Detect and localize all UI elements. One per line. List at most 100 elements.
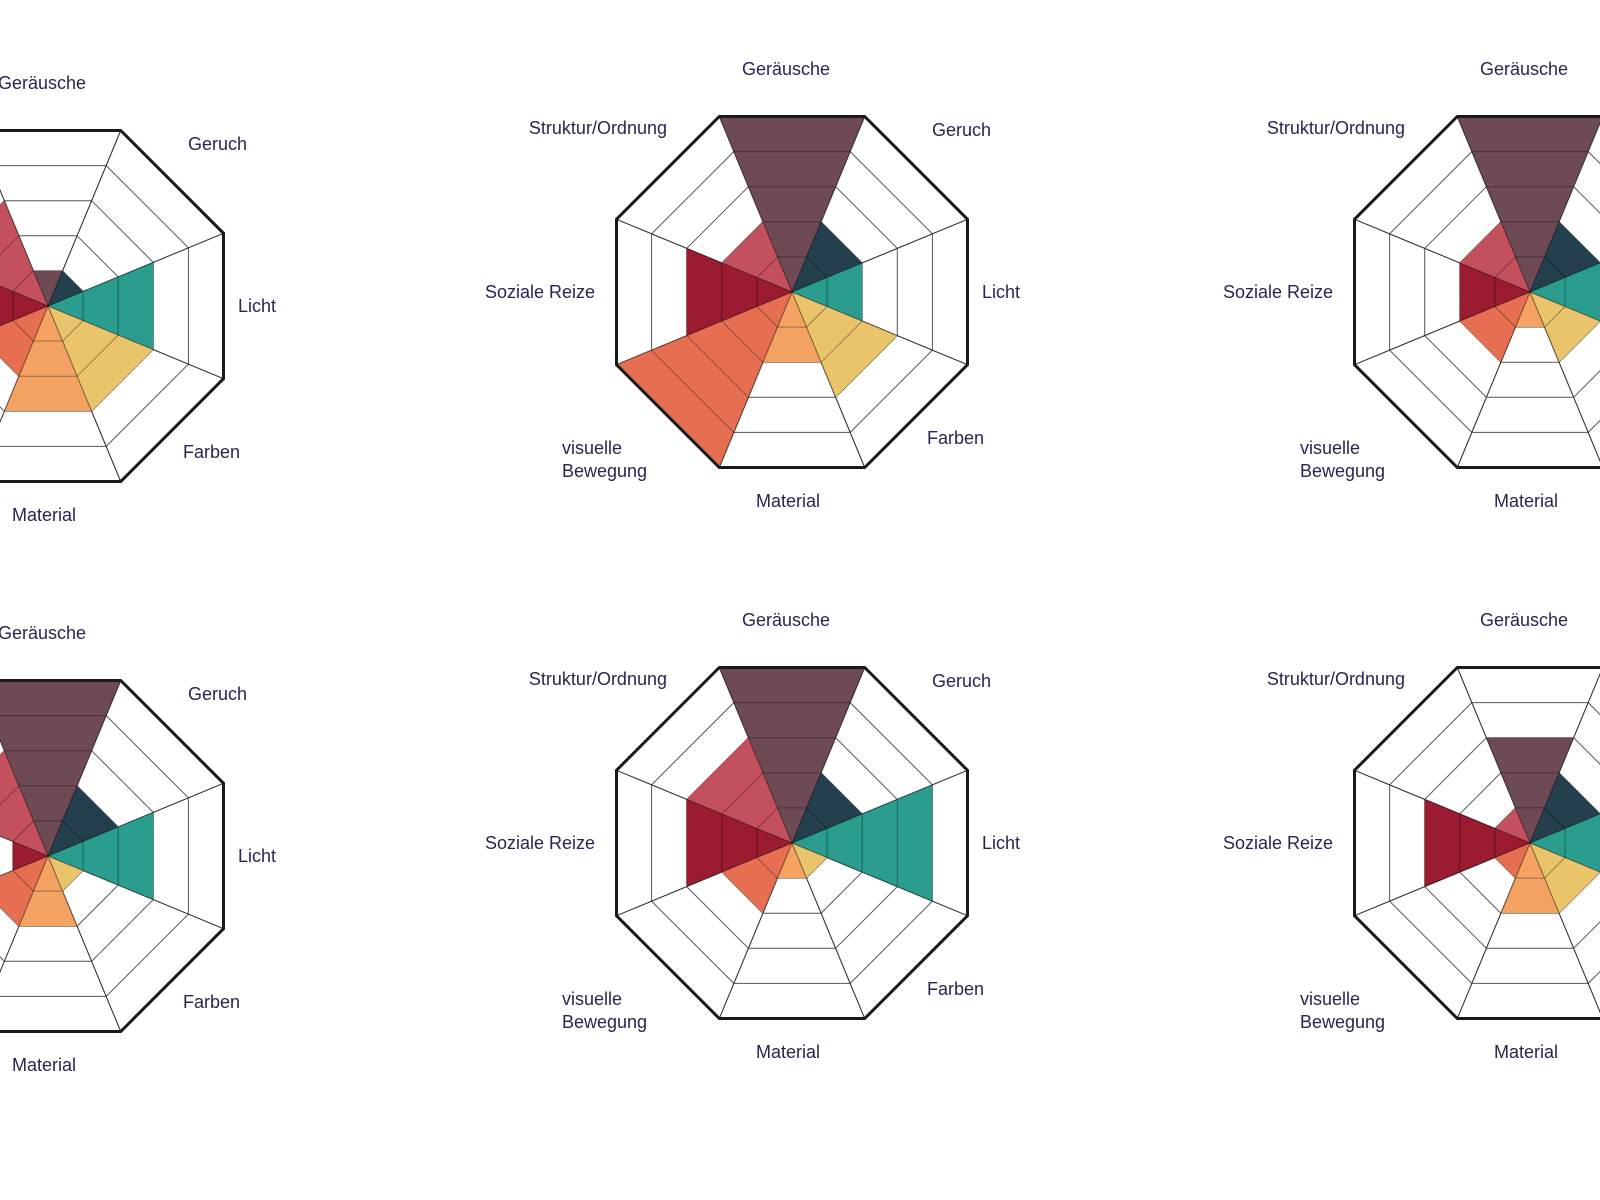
wedge-7	[1424, 799, 1530, 887]
wedge-8	[686, 737, 792, 843]
wedge-2	[792, 221, 863, 292]
spoke-overlay	[1354, 769, 1531, 844]
grid-spoke	[616, 842, 793, 917]
wedge-grid-line	[756, 256, 778, 278]
wedge-grid-line	[820, 320, 863, 363]
radar-chart-3: GeräuscheGeruchLichtFarbenMaterialvisuel…	[1223, 59, 1600, 511]
spoke-overlay	[1529, 672, 1600, 844]
axis-label-farben: Farben	[927, 428, 984, 448]
wedge-4	[48, 306, 154, 412]
spoke-overlay	[791, 218, 968, 293]
wedge-5	[1515, 292, 1545, 328]
spoke-overlay	[1354, 218, 1531, 293]
spoke-overlay	[1529, 121, 1600, 293]
axis-label-material: Material	[1494, 491, 1558, 511]
axis-label-geruch: Geruch	[932, 671, 991, 691]
axis-label-geraeusche: Geräusche	[1480, 610, 1568, 630]
spoke-overlay	[0, 835, 49, 857]
spoke-overlay	[791, 842, 968, 917]
spoke-overlay	[47, 855, 122, 1032]
spoke-overlay	[616, 842, 793, 917]
axis-label-geruch: Geruch	[188, 684, 247, 704]
wedge-4	[792, 843, 828, 879]
wedge-5	[1500, 843, 1560, 914]
axis-label-soziale-reize: Soziale Reize	[485, 282, 595, 302]
axis-label-struktur-ordnung: Struktur/Ordnung	[529, 669, 667, 689]
spoke-overlay	[1456, 291, 1531, 468]
wedge-grid-line	[12, 270, 34, 292]
axis-label-licht: Licht	[982, 833, 1020, 853]
wedge-grid-line	[806, 306, 828, 328]
axis-label-bewegung: Bewegung	[1300, 1012, 1385, 1032]
spoke-overlay	[0, 285, 49, 307]
wedge-1	[1457, 116, 1600, 292]
radar-chart-6: GeräuscheGeruchLichtFarbenMaterialvisuel…	[1223, 610, 1600, 1062]
wedge-grid-line	[721, 320, 764, 363]
axis-label-farben: Farben	[927, 979, 984, 999]
chart-outer-border	[0, 129, 225, 483]
wedge-grid-line	[651, 349, 735, 433]
spoke-overlay	[791, 116, 866, 293]
wedge-2	[1530, 772, 1600, 843]
wedge-grid-line	[1544, 807, 1566, 829]
axis-label-soziale-reize: Soziale Reize	[1223, 833, 1333, 853]
axis-label-visuelle: visuelle	[562, 438, 622, 458]
spoke-overlay	[1529, 262, 1600, 293]
wedge-grid-line	[756, 306, 778, 328]
spoke-overlay	[1529, 291, 1600, 463]
wedge-grid-line	[756, 807, 778, 829]
chart-outer-border	[0, 679, 225, 1033]
wedge-2	[48, 270, 84, 306]
spoke-overlay	[1529, 291, 1600, 322]
axis-label-bewegung: Bewegung	[1300, 461, 1385, 481]
wedge-grid-line	[12, 870, 34, 892]
axis-label-farben: Farben	[183, 442, 240, 462]
wedge-6	[0, 856, 48, 927]
spoke-overlay	[1354, 291, 1531, 366]
axis-label-geraeusche: Geräusche	[0, 73, 86, 93]
spoke-overlay	[791, 291, 968, 366]
radar-chart-5: Geräusche Geruch Licht Farben Material visuel…	[485, 610, 1020, 1062]
axis-label-bewegung: Bewegung	[562, 461, 647, 481]
grid-spoke	[0, 305, 49, 424]
wedge-8	[0, 750, 48, 856]
grid-ring	[0, 715, 189, 997]
wedge-grid-line	[12, 320, 34, 342]
spoke-overlay	[47, 305, 224, 380]
spoke-overlay	[47, 782, 224, 857]
wedge-1	[0, 680, 121, 856]
wedge-2	[1530, 221, 1600, 292]
wedge-7	[12, 841, 48, 871]
spoke-overlay	[0, 855, 49, 974]
wedge-3	[48, 262, 154, 350]
wedge-1	[33, 270, 63, 306]
wedge-2	[792, 772, 863, 843]
grid-spoke	[616, 218, 793, 293]
spoke-overlay	[718, 291, 793, 468]
grid-spoke	[1456, 291, 1531, 468]
axis-label-struktur-ordnung: Struktur/Ordnung	[529, 118, 667, 138]
wedge-8	[1494, 807, 1530, 843]
wedge-grid-line	[0, 785, 20, 806]
wedge-4	[792, 292, 898, 398]
wedge-grid-line	[1494, 256, 1516, 278]
axis-label-soziale-reize: Soziale Reize	[485, 833, 595, 853]
chart-outer-border	[1353, 666, 1600, 1020]
wedge-grid-line	[62, 820, 84, 842]
wedge-8	[1459, 221, 1530, 292]
spoke-overlay	[1354, 842, 1531, 917]
radar-chart-4: GeräuscheGeruchLichtFarbenMaterialvisuel…	[0, 623, 276, 1075]
spoke-overlay	[791, 842, 866, 1019]
wedge-grid-line	[76, 334, 119, 377]
spoke-overlay	[1529, 842, 1600, 873]
wedge-3	[1530, 813, 1600, 873]
wedge-grid-line	[686, 335, 749, 398]
grid-spoke	[0, 855, 49, 877]
grid-spoke	[47, 782, 224, 857]
axis-label-geraeusche: Geräusche	[0, 623, 86, 643]
radar-chart-2: Geräusche Geruch Licht Farben Material visuel…	[485, 59, 1020, 511]
grid-spoke	[1529, 672, 1600, 844]
wedge-grid-line	[62, 320, 84, 342]
wedge-5	[4, 306, 92, 412]
wedge-3	[48, 812, 154, 900]
